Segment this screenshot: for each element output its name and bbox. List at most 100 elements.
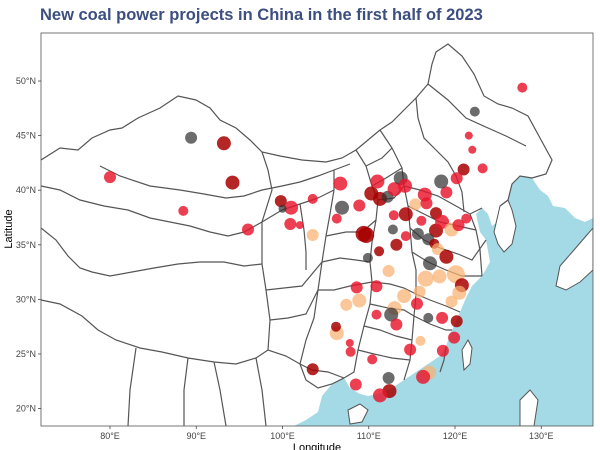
project-point <box>468 145 477 154</box>
project-point <box>457 163 470 176</box>
project-point <box>374 246 385 257</box>
project-point <box>413 285 426 298</box>
y-tick-label: 20°N <box>16 404 36 414</box>
project-point <box>416 215 427 226</box>
project-point <box>331 321 341 332</box>
project-point <box>371 309 382 320</box>
y-axis: 20°N 25°N 30°N 35°N 40°N 45°N 50°N <box>16 76 41 414</box>
project-point <box>448 331 461 344</box>
x-tick-label: 90°E <box>186 431 206 441</box>
project-point <box>417 270 434 287</box>
project-point <box>104 171 116 184</box>
project-point <box>367 354 378 365</box>
y-tick-label: 45°N <box>16 131 36 141</box>
project-point <box>216 136 231 151</box>
project-point <box>464 131 473 140</box>
y-tick-label: 35°N <box>16 240 36 250</box>
project-point <box>431 243 444 256</box>
project-point <box>306 363 319 376</box>
project-point <box>398 178 412 193</box>
project-point <box>416 369 431 384</box>
x-tick-label: 130°E <box>529 431 554 441</box>
project-point <box>225 175 240 190</box>
project-point <box>370 280 383 293</box>
x-tick-label: 110°E <box>357 431 381 441</box>
project-point <box>404 343 417 356</box>
land-mainland <box>41 33 593 426</box>
x-axis-label: Longitude <box>293 442 341 450</box>
project-point <box>409 198 422 211</box>
project-point <box>350 281 363 294</box>
project-point <box>345 339 354 347</box>
project-point <box>306 229 319 241</box>
project-point <box>242 223 254 236</box>
y-tick-label: 50°N <box>16 76 36 86</box>
land-philippines <box>519 389 539 426</box>
project-point <box>370 174 385 189</box>
project-point <box>274 195 287 208</box>
project-point <box>349 378 362 391</box>
project-point <box>436 311 449 324</box>
project-point <box>445 295 458 308</box>
land-japan <box>555 227 593 291</box>
project-point <box>382 372 395 384</box>
project-point <box>398 207 413 222</box>
x-tick-label: 120°E <box>443 431 468 441</box>
project-point <box>331 213 342 224</box>
project-point <box>400 231 411 242</box>
project-point <box>411 297 423 310</box>
y-tick-label: 40°N <box>16 185 36 195</box>
project-point <box>517 82 528 93</box>
project-point <box>420 197 433 210</box>
project-point <box>434 174 449 189</box>
project-point <box>452 285 467 300</box>
project-point <box>439 249 454 264</box>
project-point <box>178 205 189 216</box>
project-point <box>353 199 366 212</box>
project-point <box>397 289 412 304</box>
x-tick-label: 100°E <box>270 431 295 441</box>
project-point <box>384 307 399 322</box>
chart-title: New coal power projects in China in the … <box>40 6 483 24</box>
project-point <box>390 318 403 331</box>
project-point <box>373 388 387 403</box>
project-point <box>435 214 450 229</box>
x-axis: 80°E 90°E 100°E 110°E 120°E 130°E <box>100 426 554 441</box>
project-point <box>423 256 437 271</box>
land-korea <box>493 199 517 253</box>
project-point <box>450 172 463 185</box>
x-tick-label: 80°E <box>100 431 120 441</box>
project-point <box>284 218 297 230</box>
project-point <box>185 131 198 144</box>
project-point <box>452 219 465 232</box>
y-tick-label: 25°N <box>16 349 36 359</box>
project-point <box>278 204 287 213</box>
project-point <box>358 227 375 243</box>
project-point <box>390 238 403 251</box>
project-point <box>345 346 356 357</box>
project-point <box>295 221 304 230</box>
land-taiwan <box>461 338 473 372</box>
project-point <box>469 106 480 117</box>
project-point <box>450 315 463 328</box>
project-point <box>423 312 434 323</box>
project-point <box>387 224 398 235</box>
project-point <box>335 200 349 215</box>
land-hainan <box>347 403 369 425</box>
project-point <box>477 163 488 174</box>
project-point <box>284 200 299 215</box>
plot-frame <box>40 32 594 427</box>
project-point <box>333 176 348 191</box>
project-point <box>461 213 472 224</box>
project-point <box>382 265 395 277</box>
project-point <box>388 210 399 221</box>
project-point <box>340 298 353 311</box>
y-tick-label: 30°N <box>16 294 36 304</box>
project-point <box>440 186 453 199</box>
project-point <box>352 293 367 308</box>
project-point <box>307 193 318 204</box>
project-point <box>411 227 424 240</box>
y-axis-label: Latitude <box>3 209 15 248</box>
project-point <box>432 269 447 284</box>
